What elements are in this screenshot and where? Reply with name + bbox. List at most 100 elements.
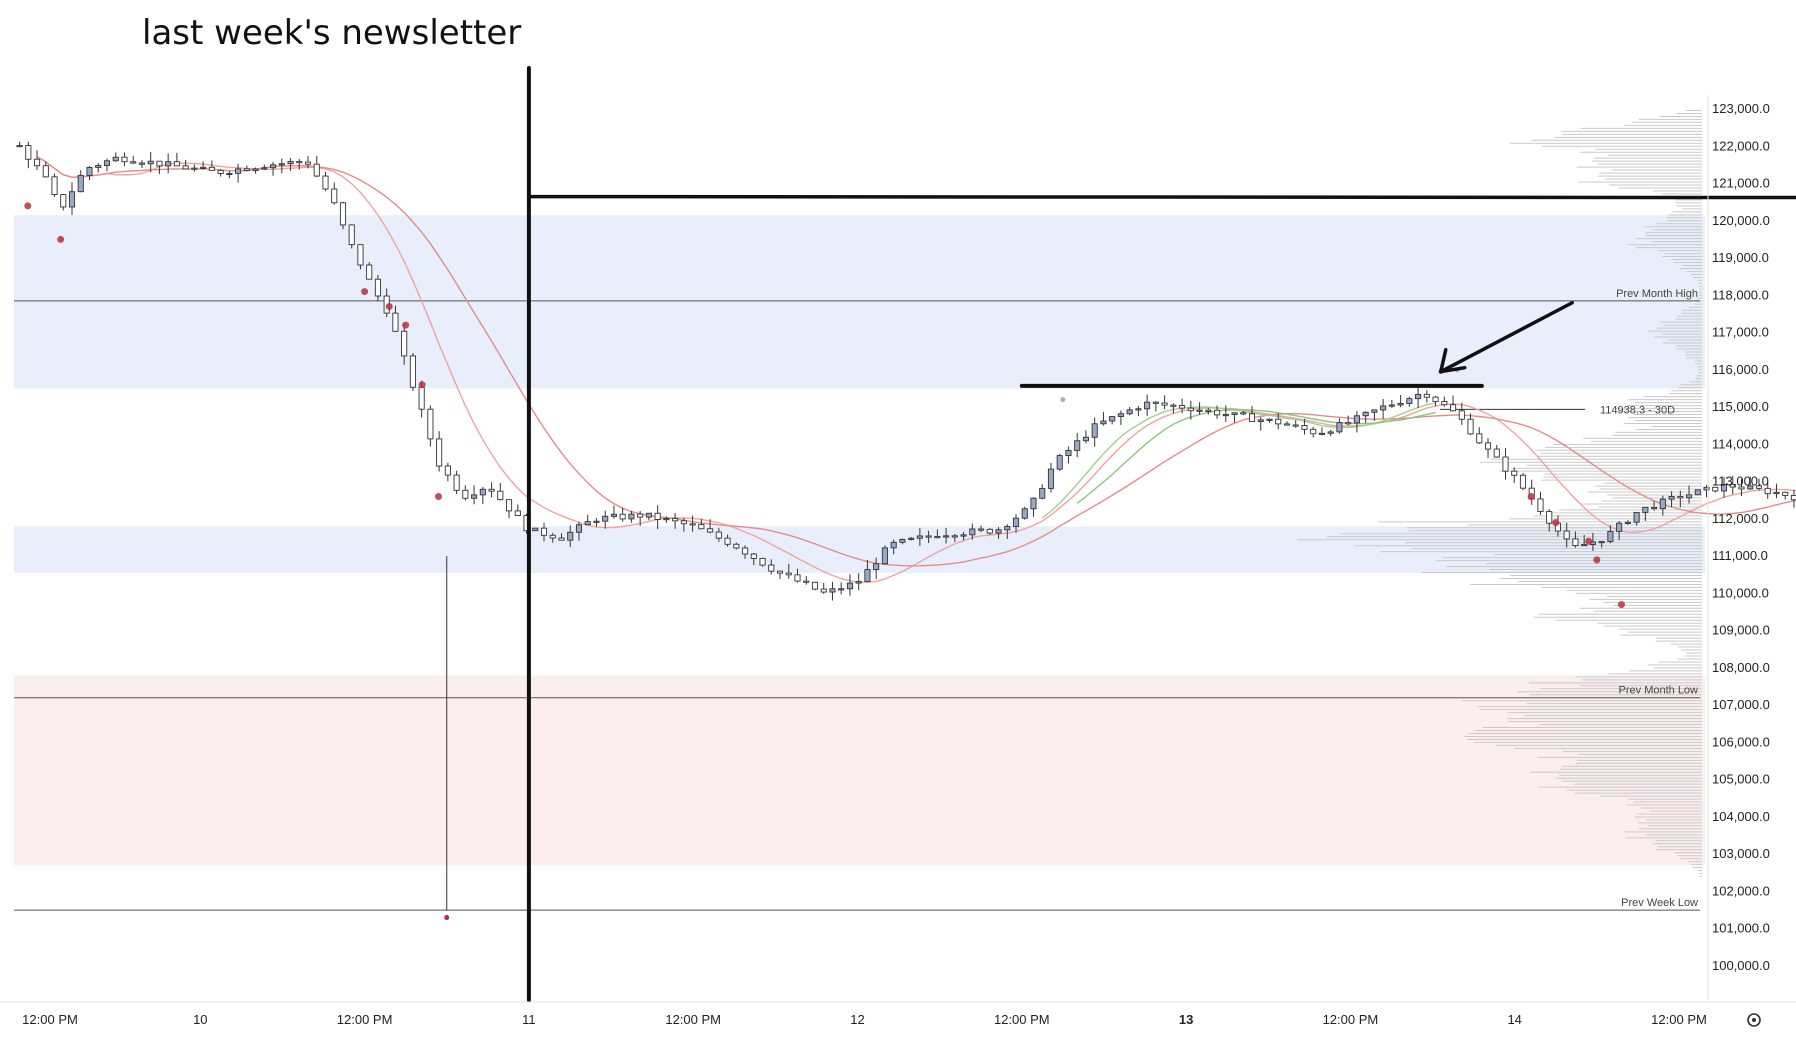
candle-body [51, 176, 58, 195]
candle-body [654, 512, 661, 520]
candle-body [1012, 517, 1020, 527]
candle-body [1415, 393, 1422, 400]
candle-body [1659, 498, 1666, 510]
candle-body [217, 169, 224, 174]
candle-body [1222, 414, 1229, 417]
candle-body [1467, 418, 1474, 435]
price-tick-label: 103,000.0 [1712, 846, 1770, 861]
levels-layer: Prev Month High Prev Month Low Prev Week L… [14, 288, 1700, 911]
moving-average-line [36, 156, 1796, 584]
candle-body [1388, 404, 1395, 407]
time-tick-label: 12:00 PM [337, 1012, 393, 1027]
time-tick-label: 12:00 PM [1323, 1012, 1379, 1027]
candle-body [506, 499, 513, 512]
candle-body [392, 312, 399, 332]
candle-body [645, 512, 652, 518]
candle-body [1729, 484, 1736, 488]
candle-body [1572, 538, 1579, 546]
candle-body [191, 167, 198, 170]
candle-body [1633, 511, 1640, 523]
candle-body [593, 520, 600, 523]
time-tick-label: 12:00 PM [1651, 1012, 1707, 1027]
time-tick-label: 13 [1179, 1012, 1193, 1027]
level-label: Prev Month High [1616, 288, 1698, 300]
candle-body [1292, 424, 1299, 427]
candle-body [1056, 455, 1063, 470]
candle-body [436, 438, 443, 467]
candle-body [707, 528, 714, 533]
candles-layer [16, 141, 1796, 921]
time-tick-label: 12:00 PM [665, 1012, 721, 1027]
candle-body [820, 588, 827, 593]
candle-body [1397, 403, 1404, 406]
candle-body [549, 534, 556, 539]
candle-body [77, 174, 84, 193]
time-tick-label: 12 [850, 1012, 864, 1027]
signal-dot [1527, 493, 1535, 501]
candle-body [1240, 412, 1247, 415]
candle-body [1511, 470, 1518, 476]
candle-body [1039, 487, 1046, 499]
price-tick-label: 113,000.0 [1712, 474, 1769, 489]
candle-body [357, 244, 364, 266]
candle-body [1484, 442, 1492, 450]
candle-body [1318, 432, 1325, 435]
candle-body [121, 156, 128, 163]
candle-body [1135, 408, 1142, 411]
signal-dot [1593, 556, 1601, 564]
candle-body [488, 488, 495, 492]
zone-band [14, 215, 1705, 389]
candle-body [1519, 474, 1527, 489]
candle-body [471, 494, 478, 499]
candle-body [1152, 401, 1159, 404]
price-tick-label: 123,000.0 [1712, 101, 1770, 116]
settings-icon[interactable] [1747, 1013, 1761, 1027]
price-tick-label: 118,000.0 [1712, 287, 1769, 302]
candle-body [1720, 484, 1728, 492]
candle-body [1537, 498, 1544, 512]
candle-body [1686, 494, 1693, 499]
price-tick-label: 116,000.0 [1712, 362, 1769, 377]
signal-dot [1552, 519, 1560, 527]
candle-body [540, 527, 548, 536]
marker-diag-arrow [1439, 301, 1574, 374]
candle-body [1773, 491, 1780, 495]
candle-body [409, 355, 416, 388]
signal-dot [361, 288, 369, 296]
zones-layer [14, 215, 1705, 866]
candle-body [339, 202, 347, 226]
candle-body [663, 518, 670, 521]
candle-body [1100, 420, 1107, 425]
candle-body [1703, 486, 1710, 491]
candle-body [1380, 405, 1387, 411]
candle-body [1021, 508, 1028, 519]
candle-body [1476, 433, 1483, 444]
signal-dot [402, 321, 410, 329]
candle-body [1406, 398, 1413, 404]
candle-body [270, 164, 277, 169]
price-tick-label: 122,000.0 [1712, 138, 1770, 153]
price-tick-label: 101,000.0 [1712, 921, 1770, 936]
candle-body [584, 521, 591, 526]
marker-diag-arrow-head [1439, 347, 1467, 374]
candle-body [986, 528, 993, 534]
candle-body [1327, 431, 1334, 434]
candle-body [680, 520, 687, 525]
candle-body [1283, 423, 1291, 426]
annotation-text: last week's newsletter [142, 13, 521, 53]
candle-body [864, 569, 871, 583]
signal-dot [444, 915, 450, 921]
candle-body [803, 580, 810, 583]
candle-body [689, 523, 696, 526]
candle-body [785, 572, 792, 576]
signal-dot [1617, 601, 1625, 609]
candle-body [243, 168, 250, 171]
price-axis: 100,000.0 101,000.0 102,000.0 103,000.0 104,… [1707, 95, 1770, 1000]
candle-body [1624, 521, 1631, 524]
candle-body [331, 188, 338, 204]
candle-body [890, 541, 897, 549]
candle-body [532, 527, 539, 532]
candle-body [34, 158, 41, 167]
candle-body [1074, 440, 1081, 451]
